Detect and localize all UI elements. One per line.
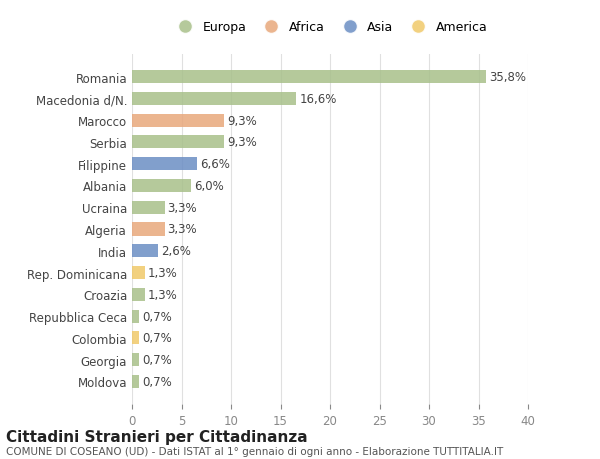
Text: 1,3%: 1,3% — [148, 267, 178, 280]
Bar — [132, 136, 224, 149]
Bar — [132, 179, 191, 193]
Text: 6,0%: 6,0% — [194, 179, 224, 192]
Legend: Europa, Africa, Asia, America: Europa, Africa, Asia, America — [167, 16, 493, 39]
Bar — [132, 375, 139, 388]
Bar — [132, 93, 296, 106]
Text: Cittadini Stranieri per Cittadinanza: Cittadini Stranieri per Cittadinanza — [6, 429, 308, 444]
Text: 9,3%: 9,3% — [227, 114, 257, 128]
Text: 0,7%: 0,7% — [142, 331, 172, 345]
Bar — [132, 331, 139, 345]
Text: 35,8%: 35,8% — [490, 71, 526, 84]
Bar — [132, 245, 158, 258]
Text: 3,3%: 3,3% — [167, 202, 197, 214]
Bar — [132, 71, 487, 84]
Bar — [132, 223, 164, 236]
Text: 2,6%: 2,6% — [161, 245, 191, 257]
Text: 0,7%: 0,7% — [142, 353, 172, 366]
Text: COMUNE DI COSEANO (UD) - Dati ISTAT al 1° gennaio di ogni anno - Elaborazione TU: COMUNE DI COSEANO (UD) - Dati ISTAT al 1… — [6, 447, 503, 456]
Text: 16,6%: 16,6% — [299, 93, 337, 106]
Text: 6,6%: 6,6% — [200, 158, 230, 171]
Text: 3,3%: 3,3% — [167, 223, 197, 236]
Bar — [132, 114, 224, 128]
Text: 9,3%: 9,3% — [227, 136, 257, 149]
Text: 1,3%: 1,3% — [148, 288, 178, 301]
Bar — [132, 353, 139, 366]
Bar — [132, 158, 197, 171]
Bar — [132, 310, 139, 323]
Bar — [132, 288, 145, 301]
Bar — [132, 266, 145, 280]
Bar — [132, 201, 164, 214]
Text: 0,7%: 0,7% — [142, 310, 172, 323]
Text: 0,7%: 0,7% — [142, 375, 172, 388]
